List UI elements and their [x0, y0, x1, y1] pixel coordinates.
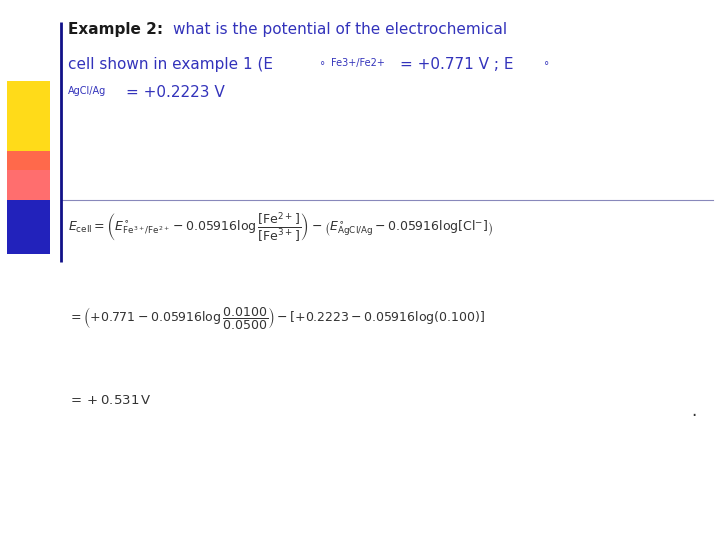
Text: Fe3+/Fe2+: Fe3+/Fe2+: [331, 58, 385, 69]
Text: = +0.2223 V: = +0.2223 V: [126, 85, 225, 100]
Text: AgCl/Ag: AgCl/Ag: [68, 86, 107, 97]
Text: °: °: [320, 62, 325, 72]
Text: .: .: [691, 402, 696, 420]
Text: $= \left( +0.771 - 0.05916\log\dfrac{0.0100}{0.0500} \right) - [+0.2223 - 0.0591: $= \left( +0.771 - 0.05916\log\dfrac{0.0…: [68, 305, 485, 331]
Bar: [7, 200, 50, 254]
Bar: [7, 81, 50, 170]
Text: °: °: [544, 62, 549, 72]
Text: what is the potential of the electrochemical: what is the potential of the electrochem…: [173, 22, 507, 37]
Text: $= +0.531\,{\rm V}$: $= +0.531\,{\rm V}$: [68, 394, 152, 407]
Text: cell shown in example 1 (E: cell shown in example 1 (E: [68, 57, 274, 72]
Text: = +0.771 V ; E: = +0.771 V ; E: [400, 57, 514, 72]
Bar: [7, 151, 50, 221]
Text: $E_{\rm cell} = \left( E^{\circ}_{{\rm Fe}^{3+}/{\rm Fe}^{2+}} - 0.05916\log\dfr: $E_{\rm cell} = \left( E^{\circ}_{{\rm F…: [68, 211, 494, 244]
Text: Example 2:: Example 2:: [68, 22, 163, 37]
